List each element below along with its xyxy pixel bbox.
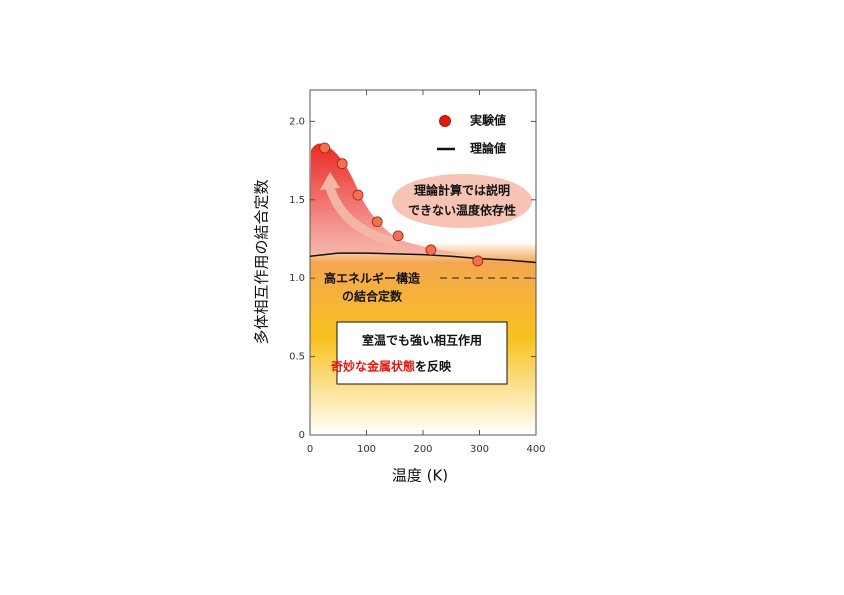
annotation-box [336,321,508,385]
annotation-bubble [392,174,532,228]
x-axis-label: 温度 (K) [392,467,448,485]
data-point [472,255,484,267]
annotation-text: 室温でも強い相互作用 [362,333,482,348]
arrow [325,186,399,247]
annotation-text: できない温度依存性 [408,203,516,218]
data-point [352,189,364,201]
arrow-head [320,172,340,190]
data-point [336,158,348,170]
legend-marker [439,115,451,127]
y-axis-label: 多体相互作用の結合定数 [253,179,271,344]
data-point [392,230,404,242]
annotation-text: 奇妙な金属状態 [331,359,415,374]
annotation-text: を反映 [415,359,452,374]
annotation-text: の結合定数 [342,289,403,304]
data-point [319,142,331,154]
legend-label: 理論値 [470,141,506,156]
y-tick-label: 0 [299,430,305,441]
annotation-text: 高エネルギー構造 [324,271,421,286]
legend-label: 実験値 [470,113,506,128]
deviation-area [310,143,470,254]
x-tick-label: 400 [526,444,545,455]
x-tick-label: 200 [413,444,432,455]
x-tick-label: 0 [307,444,313,455]
y-tick-label: 1.5 [289,195,305,206]
x-tick-label: 100 [357,444,376,455]
theory-line [309,252,537,264]
data-point [371,216,383,228]
annotation-text: 理論計算では説明 [414,183,510,198]
data-point [425,244,437,256]
x-tick-label: 300 [470,444,489,455]
y-tick-label: 2.0 [289,116,305,127]
y-tick-label: 0.5 [289,352,305,363]
y-tick-label: 1.0 [289,273,305,284]
